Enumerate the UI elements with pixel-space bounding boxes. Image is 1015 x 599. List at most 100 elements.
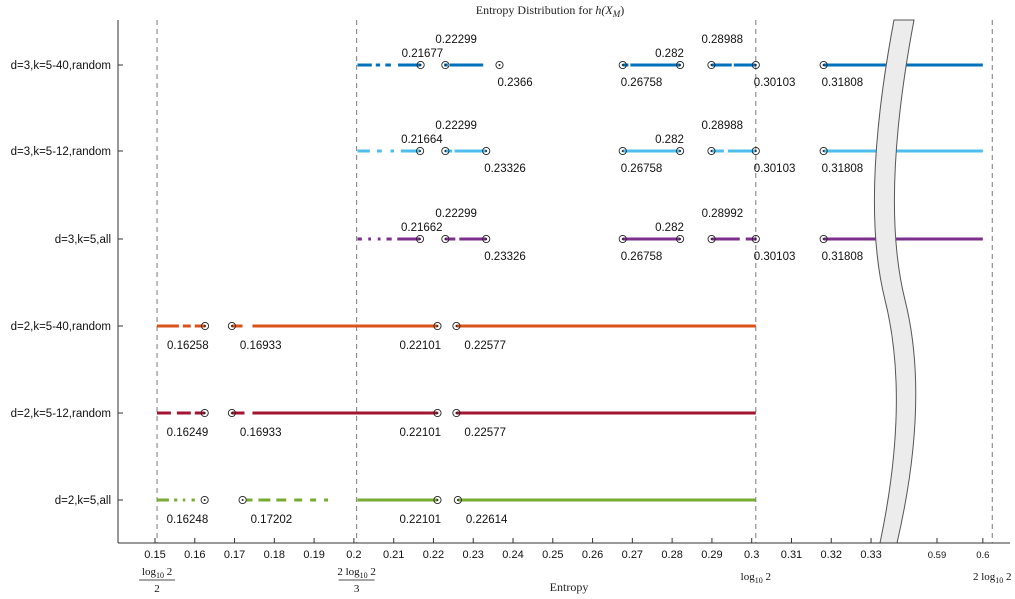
data-label: 0.23326 [484,163,526,175]
x-tick-label: 0.27 [622,549,643,561]
data-point-marker [707,60,716,70]
x-tick-label: 0.33 [860,549,881,561]
x-tick-label: 0.15 [144,549,165,561]
x-tick-label: 0.17 [224,549,245,561]
data-label: 0.16248 [167,514,209,526]
x-tick-label: 0.22 [423,549,444,561]
series-d=3,k=5-40,random: 0.21677 0.22299 0.2366 0.26758 0.282 0.28988 0… [11,34,983,89]
data-point-marker [482,234,491,244]
data-point-marker [482,146,491,156]
data-point-marker [751,234,760,244]
chart-title: Entropy Distribution for h(XM) [476,3,624,19]
data-label: 0.26758 [621,77,663,89]
reference-numerator: log10 2 [142,566,172,580]
data-point-marker [453,495,462,505]
reference-numerator: 2 log10 2 [337,566,376,580]
data-point-center [444,64,447,66]
x-tick-label: 0.26 [582,549,603,561]
x-tick-label: 0.24 [502,549,523,561]
x-tick-label: 0.21 [383,549,404,561]
data-point-marker [452,321,461,331]
data-point-center [436,499,439,501]
data-point-center [754,238,757,240]
data-point-center [204,325,207,327]
data-point-center [621,64,624,66]
data-label: 0.28992 [702,208,744,220]
reference-denominator: 2 [154,583,160,595]
x-tick-label: 0.59 [928,550,947,561]
data-point-marker [495,60,504,70]
data-point-center [822,150,825,152]
data-label: 0.22101 [399,340,441,352]
reference-denominator: 3 [354,583,360,595]
data-point-marker [441,146,450,156]
data-point-center [419,238,422,240]
data-point-center [498,64,501,66]
x-tick-label: 0.2 [346,549,361,561]
x-tick-label: 0.3 [744,549,759,561]
data-label: 0.30103 [754,251,796,263]
x-tick-label: 0.29 [701,549,722,561]
data-point-marker [200,495,209,505]
data-label: 0.16249 [167,427,209,439]
x-tick-label: 0.28 [661,549,682,561]
x-tick-label: 0.23 [463,549,484,561]
reference-line-label: 2 log10 2 [973,571,1012,585]
data-label: 0.16933 [240,427,282,439]
data-point-center [710,150,713,152]
data-point-marker [819,146,828,156]
data-point-center [241,499,244,501]
data-point-marker [433,495,442,505]
data-point-marker [676,60,685,70]
data-point-marker [819,234,828,244]
data-point-marker [707,146,716,156]
data-point-center [230,325,233,327]
data-label: 0.22299 [435,120,477,132]
series-d=2,k=5-12,random: 0.16249 0.16933 0.22101 0.22577 d=2,k=5-12,r… [11,408,756,439]
data-point-marker [227,321,236,331]
data-point-marker [676,146,685,156]
data-label: 0.21677 [402,48,444,60]
x-tick-label: 0.31 [781,549,802,561]
data-point-marker [200,408,209,418]
data-label: 0.21662 [401,222,443,234]
data-point-marker [415,234,425,244]
data-label: 0.22614 [466,514,508,526]
data-label: 0.31808 [822,163,864,175]
data-point-marker [433,321,442,331]
data-point-marker [618,234,627,244]
data-point-center [456,499,459,501]
data-label: 0.30103 [754,163,796,175]
series-d=3,k=5,all: 0.21662 0.22299 0.23326 0.26758 0.282 0.28992… [55,208,983,263]
data-point-marker [751,146,760,156]
data-point-center [455,325,458,327]
data-label: 0.28988 [701,120,743,132]
y-tick-label: d=3,k=5,all [55,234,111,246]
y-tick-label: d=3,k=5-12,random [11,146,111,158]
y-tick-label: d=3,k=5-40,random [11,60,111,72]
data-label: 0.16933 [240,340,282,352]
data-point-center [203,412,206,414]
data-label: 0.26758 [621,163,663,175]
data-label: 0.282 [655,134,684,146]
data-point-center [436,412,439,414]
x-axis-label: Entropy [550,580,589,594]
x-tick-label: 0.32 [821,549,842,561]
data-point-center [203,499,206,501]
data-point-center [485,238,488,240]
y-tick-label: d=2,k=5,all [55,495,111,507]
y-tick-label: d=2,k=5-12,random [11,408,111,420]
data-point-marker [452,408,461,418]
data-point-marker [441,60,450,70]
series-d=2,k=5-40,random: 0.16258 0.16933 0.22101 0.22577 d=2,k=5-40,r… [11,321,756,352]
x-tick-label: 0.18 [264,549,285,561]
reference-line-label: log10 2 [741,571,771,585]
data-label: 0.17202 [251,514,293,526]
x-tick-label: 0.6 [976,550,989,561]
reference-line-label: log10 2 2 [139,566,176,595]
data-label: 0.282 [655,222,684,234]
data-point-marker [416,146,425,156]
reference-line-label: 2 log10 2 3 [337,566,376,595]
data-label: 0.30103 [754,77,796,89]
